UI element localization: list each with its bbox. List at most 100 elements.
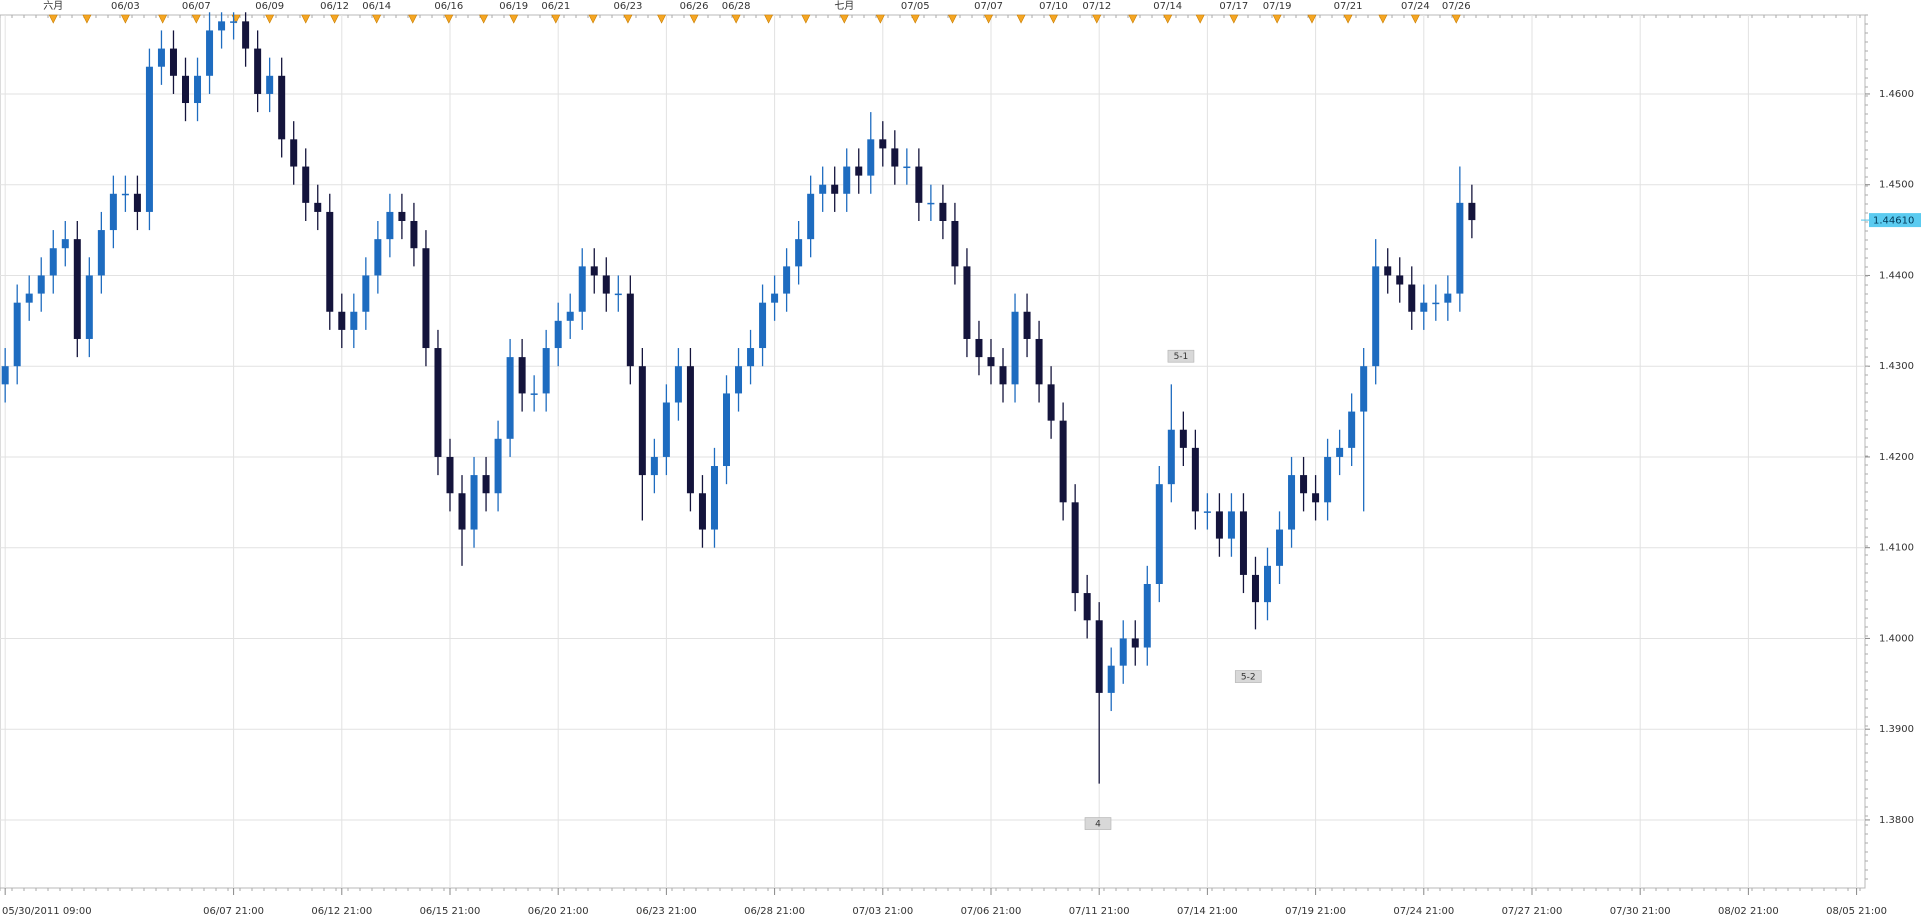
candle-body	[602, 275, 610, 294]
candle-body	[1059, 420, 1067, 503]
top-tick-label: 07/10	[1039, 1, 1068, 12]
annotation-box	[1084, 817, 1112, 830]
candle-body	[590, 266, 598, 276]
candle-body	[506, 357, 514, 439]
event-marker	[1128, 14, 1138, 24]
candle-body	[915, 166, 923, 203]
candle-body	[710, 466, 718, 530]
candle-body	[350, 311, 358, 330]
top-tick-label: 07/21	[1334, 1, 1363, 12]
top-tick-label: 06/12	[320, 1, 349, 12]
event-marker	[1163, 14, 1173, 24]
event-marker	[657, 14, 667, 24]
candle-body	[1047, 384, 1055, 421]
candle-body	[819, 184, 827, 194]
event-marker	[1343, 14, 1353, 24]
candle-body	[1312, 493, 1320, 503]
top-tick-label: 06/16	[434, 1, 463, 12]
event-marker	[509, 14, 519, 24]
event-marker	[1049, 14, 1058, 24]
candle-body	[674, 366, 682, 403]
event-marker	[984, 14, 994, 24]
x-tick-label: 07/24 21:00	[1393, 906, 1454, 917]
annotation: 4	[1095, 820, 1101, 830]
candle-body	[1360, 366, 1368, 412]
candle-body	[37, 275, 45, 294]
candle-body	[1239, 511, 1247, 575]
candle-body	[542, 348, 550, 394]
candle-body	[1179, 429, 1187, 448]
candle-body	[1191, 447, 1199, 512]
y-tick-label: 1.4100	[1879, 543, 1914, 554]
candle-body	[182, 75, 190, 104]
candle-body	[145, 66, 153, 212]
candle-body	[1095, 620, 1103, 693]
candle-body	[963, 266, 971, 339]
event-marker	[330, 14, 340, 24]
candle-body	[795, 239, 803, 267]
x-tick-label: 05/30/2011 09:00	[2, 906, 92, 917]
event-marker	[1451, 14, 1461, 24]
candle-body	[482, 475, 490, 494]
top-tick-label: 07/26	[1442, 1, 1471, 12]
top-tick-label: 06/14	[362, 1, 391, 12]
top-tick-label: 07/17	[1219, 1, 1248, 12]
candle-body	[1384, 266, 1392, 276]
candle-body	[783, 266, 791, 294]
y-tick-label: 1.4400	[1879, 270, 1914, 281]
candle-body	[73, 239, 81, 339]
candle-body	[314, 202, 322, 212]
candle-body	[121, 193, 129, 196]
candle-body	[867, 139, 875, 176]
candle-body	[1372, 266, 1380, 367]
candle-body	[169, 48, 177, 76]
candle-body	[194, 75, 202, 104]
candle-body	[999, 366, 1007, 385]
candle-body	[903, 166, 911, 169]
candle-body	[1107, 665, 1115, 693]
candle-body	[386, 211, 394, 240]
top-tick-label: 06/28	[722, 1, 751, 12]
candle-body	[1023, 311, 1031, 339]
event-marker	[839, 14, 849, 24]
candle-body	[278, 75, 286, 140]
x-tick-label: 07/11 21:00	[1069, 906, 1130, 917]
x-tick-label: 07/30 21:00	[1610, 906, 1671, 917]
candle-body	[1131, 638, 1139, 648]
candle-body	[446, 456, 454, 494]
y-tick-label: 1.4600	[1879, 89, 1914, 100]
top-tick-label: 07/24	[1401, 1, 1430, 12]
candle-body	[302, 166, 310, 203]
top-tick-label: 06/09	[255, 1, 284, 12]
candle-body	[1083, 593, 1091, 621]
candle-body	[1203, 511, 1211, 513]
x-tick-label: 06/12 21:00	[311, 906, 372, 917]
y-tick-label: 1.4500	[1879, 180, 1914, 191]
candle-body	[470, 475, 478, 530]
top-tick-label: 06/19	[499, 1, 528, 12]
y-tick-label: 1.3800	[1879, 815, 1914, 826]
candle-body	[987, 357, 995, 367]
candle-body	[206, 30, 214, 76]
top-tick-label: 06/23	[614, 1, 643, 12]
event-marker	[265, 14, 275, 24]
x-tick-label: 06/07 21:00	[203, 906, 264, 917]
candle-body	[434, 348, 442, 457]
candle-body	[614, 293, 622, 296]
event-marker	[372, 14, 382, 24]
candle-body	[626, 293, 634, 367]
candle-body	[1167, 429, 1175, 485]
event-marker	[158, 14, 168, 24]
last-price-box	[1869, 213, 1921, 228]
event-marker	[444, 14, 454, 24]
candle-body	[494, 438, 502, 494]
candle-body	[326, 211, 334, 312]
event-marker	[408, 14, 418, 24]
x-tick-label: 08/02 21:00	[1718, 906, 1779, 917]
event-marker	[875, 14, 885, 24]
candle-body	[1336, 447, 1344, 457]
plot-frame	[0, 14, 1866, 889]
candle-body	[1227, 511, 1235, 539]
